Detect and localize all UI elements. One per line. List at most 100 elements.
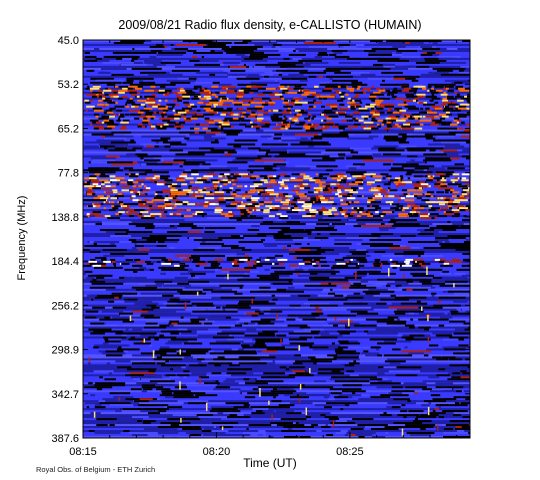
spectrogram-speckle bbox=[401, 428, 404, 437]
spectrogram-cell bbox=[391, 386, 403, 389]
spectrogram-cell bbox=[346, 213, 350, 216]
spectrogram-cell bbox=[403, 123, 412, 126]
spectrogram-cell bbox=[448, 169, 467, 172]
spectrogram-cell bbox=[116, 418, 143, 421]
spectrogram-cell bbox=[286, 318, 296, 321]
spectrogram-cell bbox=[422, 47, 440, 51]
spectrogram-cell bbox=[185, 119, 191, 122]
spectrogram-cell bbox=[306, 91, 317, 95]
spectrogram-cell bbox=[377, 41, 399, 45]
spectrogram-row bbox=[83, 189, 470, 192]
spectrogram-cell bbox=[323, 406, 332, 409]
spectrogram-cell bbox=[324, 416, 339, 419]
spectrogram-cell bbox=[206, 374, 231, 377]
spectrogram-cell bbox=[318, 175, 323, 178]
spectrogram-cell bbox=[423, 354, 429, 357]
spectrogram-cell bbox=[141, 390, 148, 393]
spectrogram-cell bbox=[334, 223, 346, 226]
spectrogram-cell bbox=[308, 298, 334, 302]
spectrogram-cell bbox=[204, 201, 210, 204]
spectrogram-cell bbox=[118, 89, 128, 93]
spectrogram-cell bbox=[313, 101, 322, 105]
spectrogram-cell bbox=[217, 420, 248, 423]
spectrogram-cell bbox=[401, 85, 409, 89]
spectrogram-cell bbox=[240, 215, 248, 218]
spectrogram-cell bbox=[446, 318, 454, 321]
spectrogram-cell bbox=[373, 264, 381, 268]
spectrogram-speckle bbox=[309, 368, 311, 374]
spectrogram-cell bbox=[88, 161, 91, 164]
spectrogram-cell bbox=[282, 101, 289, 105]
spectrogram-cell bbox=[325, 149, 354, 152]
spectrogram-cell bbox=[438, 187, 448, 190]
spectrogram-cell bbox=[457, 177, 467, 180]
spectrogram-cell bbox=[116, 109, 122, 113]
spectrogram-cell bbox=[432, 332, 453, 335]
spectrogram-cell bbox=[391, 390, 409, 393]
spectrogram-cell bbox=[175, 121, 178, 124]
spectrogram-cell bbox=[437, 300, 441, 304]
spectrogram-cell bbox=[125, 328, 129, 331]
spectrogram-cell bbox=[321, 133, 349, 136]
spectrogram-cell bbox=[413, 185, 420, 188]
spectrogram-cell bbox=[314, 404, 346, 407]
spectrogram-cell bbox=[312, 115, 316, 119]
spectrogram-cell bbox=[430, 91, 439, 95]
spectrogram-cell bbox=[304, 123, 307, 126]
spectrogram-cell bbox=[170, 187, 176, 190]
spectrogram-cell bbox=[147, 95, 155, 99]
spectrogram-cell bbox=[191, 372, 207, 375]
spectrogram-cell bbox=[374, 111, 385, 115]
spectrogram-cell bbox=[460, 225, 470, 228]
spectrogram-cell bbox=[312, 348, 344, 351]
spectrogram-cell bbox=[339, 93, 344, 97]
spectrogram-cell bbox=[392, 89, 402, 93]
spectrogram-cell bbox=[158, 91, 165, 95]
spectrogram-cell bbox=[440, 149, 458, 152]
spectrogram-cell bbox=[269, 354, 302, 357]
spectrogram-cell bbox=[95, 382, 126, 385]
spectrogram-cell bbox=[233, 113, 239, 117]
spectrogram-cell bbox=[385, 89, 390, 93]
spectrogram-cell bbox=[89, 167, 109, 170]
spectrogram-cell bbox=[179, 89, 185, 93]
spectrogram-cell bbox=[319, 81, 330, 85]
spectrogram-cell bbox=[288, 286, 295, 290]
spectrogram-cell bbox=[378, 213, 385, 216]
spectrogram-cell bbox=[139, 266, 147, 270]
spectrogram-cell bbox=[289, 396, 300, 399]
spectrogram-cell bbox=[207, 43, 222, 47]
spectrogram-cell bbox=[131, 203, 141, 206]
spectrogram-cell bbox=[398, 141, 410, 144]
spectrogram-cell bbox=[150, 336, 182, 339]
spectrogram-cell bbox=[156, 171, 169, 174]
spectrogram-cell bbox=[296, 199, 303, 202]
spectrogram-cell bbox=[231, 260, 238, 264]
spectrogram-cell bbox=[222, 189, 232, 192]
spectrogram-cell bbox=[237, 302, 261, 306]
spectrogram-cell bbox=[326, 83, 338, 87]
spectrogram-speckle bbox=[143, 338, 146, 343]
spectrogram-cell bbox=[316, 274, 341, 278]
spectrogram-cell bbox=[436, 183, 442, 186]
spectrogram-cell bbox=[289, 207, 298, 210]
spectrogram-cell bbox=[215, 386, 230, 389]
spectrogram-cell bbox=[144, 326, 167, 329]
spectrogram-cell bbox=[440, 117, 446, 120]
spectrogram-cell bbox=[296, 193, 305, 196]
spectrogram-cell bbox=[430, 123, 439, 126]
spectrogram-cell bbox=[167, 320, 179, 323]
spectrogram-speckle bbox=[305, 407, 308, 416]
spectrogram-cell bbox=[344, 215, 349, 218]
spectrogram-cell bbox=[152, 111, 157, 115]
spectrogram-cell bbox=[288, 332, 319, 335]
spectrogram-cell bbox=[113, 95, 119, 99]
spectrogram-cell bbox=[87, 161, 108, 164]
spectrogram-cell bbox=[246, 312, 261, 316]
spectrogram-cell bbox=[438, 57, 451, 61]
spectrogram-cell bbox=[117, 117, 121, 120]
spectrogram-cell bbox=[273, 91, 279, 95]
spectrogram-cell bbox=[370, 428, 378, 431]
spectrogram-cell bbox=[84, 99, 89, 103]
spectrogram-cell bbox=[132, 47, 135, 51]
